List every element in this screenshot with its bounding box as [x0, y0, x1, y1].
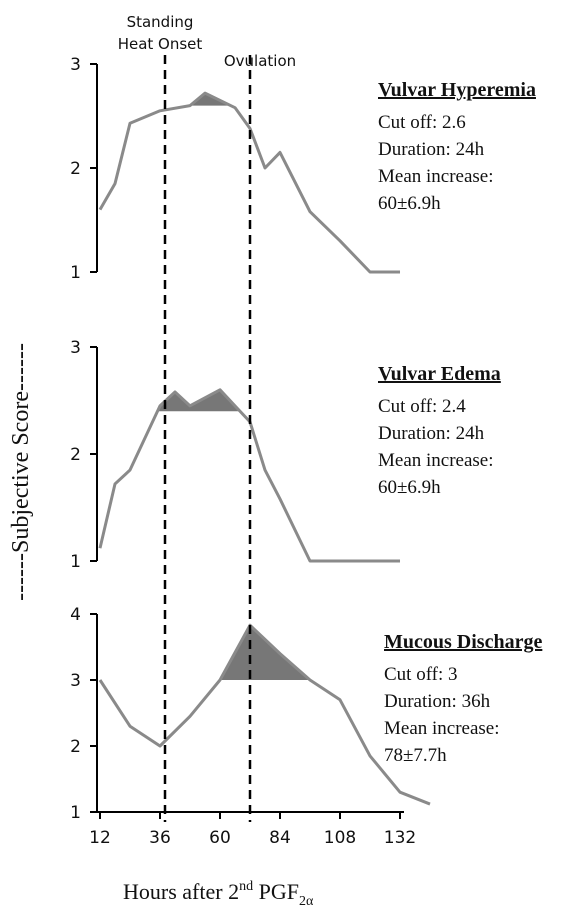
panel-1: 1 2 3 Vulvar Edema Cut off: 2.4 Duration: 24h…	[70, 338, 501, 572]
x-tick-label: 36	[149, 828, 171, 848]
y-tick-label: 1	[70, 552, 81, 572]
y-axis-label: ------Subjective Score------	[8, 343, 34, 601]
panel-info-line: Duration: 24h	[378, 139, 485, 160]
x-tick-label: 12	[89, 828, 111, 848]
panel-info-line: Duration: 24h	[378, 423, 485, 444]
panel-info-line: Cut off: 2.4	[378, 396, 466, 417]
x-tick-label: 108	[324, 828, 356, 848]
marker-heat-onset-line2: Heat Onset	[118, 35, 203, 53]
panel-title: Mucous Discharge	[384, 631, 542, 653]
y-tick-label: 2	[70, 445, 81, 465]
panel-info-line: 60±6.9h	[378, 477, 441, 498]
series-line	[98, 91, 400, 274]
panel-info-line: Mean increase:	[378, 166, 494, 187]
marker-heat-onset-line1: Standing	[127, 13, 194, 31]
y-tick-label: 3	[70, 338, 81, 358]
x-axis-label: Hours after 2nd PGF2α	[123, 879, 314, 909]
y-tick-label: 4	[70, 605, 81, 625]
panel-title: Vulvar Hyperemia	[378, 79, 536, 101]
panel-info-line: Duration: 36h	[384, 691, 491, 712]
panel-title: Vulvar Edema	[378, 363, 501, 385]
y-tick-label: 3	[70, 671, 81, 691]
series-line	[98, 623, 431, 806]
y-tick-label: 1	[70, 263, 81, 283]
y-tick-label: 1	[70, 803, 81, 823]
panel-info-line: Cut off: 3	[384, 664, 458, 685]
x-tick-label: 84	[269, 828, 291, 848]
panel-0: 1 2 3 Vulvar Hyperemia Cut off: 2.6 Duration:…	[70, 55, 536, 283]
y-tick-label: 2	[70, 737, 81, 757]
panel-info-line: 60±6.9h	[378, 193, 441, 214]
panel-info-line: Cut off: 2.6	[378, 112, 466, 133]
x-tick-label: 132	[384, 828, 416, 848]
y-tick-label: 2	[70, 159, 81, 179]
y-tick-label: 3	[70, 55, 81, 75]
marker-ovulation-label: Ovulation	[224, 52, 296, 70]
panel-info-line: Mean increase:	[384, 718, 500, 739]
panel-info-line: 78±7.7h	[384, 745, 447, 766]
x-tick-label: 60	[209, 828, 231, 848]
above-cutoff-area	[190, 93, 231, 106]
panel-info-line: Mean increase:	[378, 450, 494, 471]
